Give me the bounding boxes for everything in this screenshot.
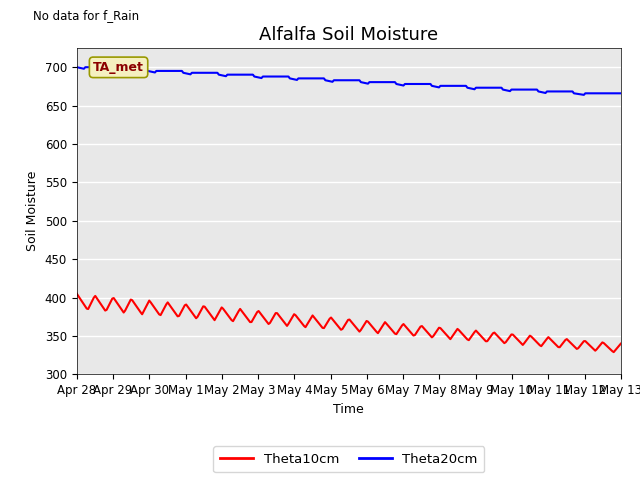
Theta10cm (108, 296, 116, 301)
Theta20cm (73, 64, 81, 70)
Text: TA_met: TA_met (93, 61, 144, 74)
Theta10cm (610, 349, 618, 355)
Theta20cm (541, 90, 549, 96)
Text: No data for f_Rain: No data for f_Rain (33, 9, 140, 22)
Theta20cm (614, 90, 622, 96)
Theta10cm (617, 341, 625, 347)
Theta20cm (580, 92, 588, 98)
Legend: Theta10cm, Theta20cm: Theta10cm, Theta20cm (213, 446, 484, 472)
Theta10cm (614, 344, 622, 350)
Theta20cm (617, 90, 625, 96)
Title: Alfalfa Soil Moisture: Alfalfa Soil Moisture (259, 25, 438, 44)
Theta20cm (108, 66, 116, 72)
Line: Theta10cm: Theta10cm (77, 294, 621, 352)
Theta10cm (73, 291, 81, 297)
Theta20cm (461, 83, 468, 89)
Theta20cm (92, 64, 99, 70)
Theta10cm (92, 293, 99, 299)
Line: Theta20cm: Theta20cm (77, 67, 621, 95)
X-axis label: Time: Time (333, 403, 364, 416)
Theta10cm (353, 325, 360, 331)
Y-axis label: Soil Moisture: Soil Moisture (26, 171, 39, 252)
Theta10cm (541, 338, 549, 344)
Theta10cm (461, 334, 468, 339)
Theta20cm (353, 77, 360, 83)
